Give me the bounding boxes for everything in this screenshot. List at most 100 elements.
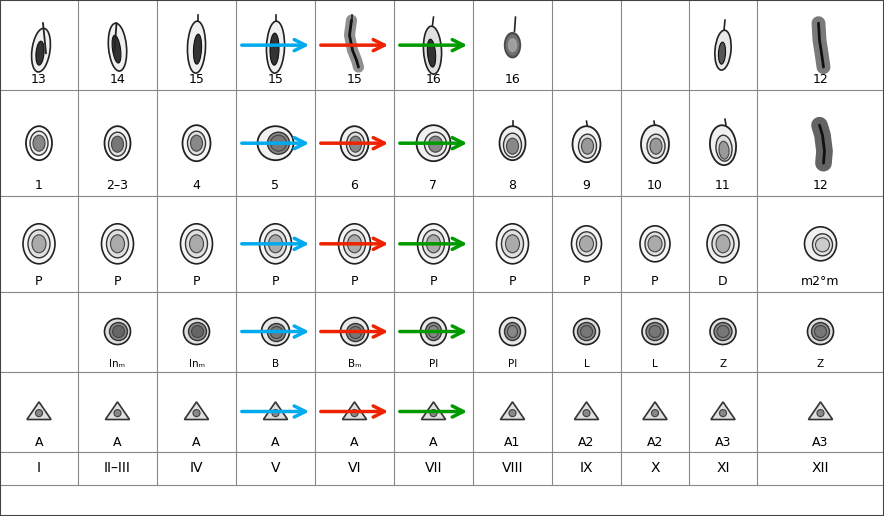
- Text: 4: 4: [193, 179, 201, 192]
- Ellipse shape: [347, 324, 364, 342]
- Ellipse shape: [270, 33, 279, 65]
- Polygon shape: [342, 402, 367, 420]
- Text: Pl: Pl: [429, 359, 438, 368]
- Ellipse shape: [340, 126, 369, 160]
- Text: A2: A2: [647, 436, 663, 448]
- Ellipse shape: [421, 317, 446, 346]
- Text: Z: Z: [817, 359, 824, 368]
- Ellipse shape: [423, 26, 442, 74]
- Text: 14: 14: [110, 73, 126, 86]
- Circle shape: [430, 410, 437, 416]
- Ellipse shape: [499, 126, 525, 160]
- Text: 1: 1: [35, 179, 43, 192]
- Polygon shape: [643, 402, 667, 420]
- Ellipse shape: [192, 326, 203, 337]
- Text: Inₘ: Inₘ: [188, 359, 204, 368]
- Ellipse shape: [582, 138, 593, 154]
- Ellipse shape: [507, 326, 517, 337]
- Text: Inₘ: Inₘ: [110, 359, 126, 368]
- Ellipse shape: [715, 30, 731, 70]
- Ellipse shape: [260, 224, 292, 264]
- Ellipse shape: [425, 322, 441, 341]
- Text: XI: XI: [716, 461, 730, 475]
- Text: P: P: [430, 275, 438, 287]
- Ellipse shape: [26, 126, 52, 160]
- Ellipse shape: [344, 230, 365, 258]
- Text: X: X: [651, 461, 659, 475]
- Ellipse shape: [506, 235, 520, 253]
- Ellipse shape: [111, 136, 124, 152]
- Ellipse shape: [649, 326, 661, 337]
- Text: 15: 15: [188, 73, 204, 86]
- Ellipse shape: [190, 135, 202, 151]
- Text: D: D: [718, 275, 728, 287]
- Ellipse shape: [504, 133, 522, 157]
- Ellipse shape: [645, 232, 665, 256]
- Circle shape: [193, 410, 200, 416]
- Ellipse shape: [347, 132, 364, 156]
- Ellipse shape: [349, 327, 362, 338]
- Ellipse shape: [33, 135, 45, 151]
- Text: L: L: [583, 359, 590, 368]
- Ellipse shape: [804, 227, 836, 261]
- Text: 13: 13: [31, 73, 47, 86]
- Ellipse shape: [814, 326, 827, 337]
- Ellipse shape: [104, 126, 131, 160]
- Text: Bₘ: Bₘ: [347, 359, 362, 368]
- Text: 16: 16: [425, 73, 441, 86]
- Polygon shape: [808, 402, 833, 420]
- Ellipse shape: [429, 326, 438, 337]
- Ellipse shape: [576, 232, 597, 256]
- Ellipse shape: [104, 318, 131, 345]
- Text: VII: VII: [424, 461, 442, 475]
- Text: P: P: [271, 275, 279, 287]
- Text: P: P: [193, 275, 201, 287]
- Ellipse shape: [23, 224, 55, 264]
- Text: IX: IX: [580, 461, 593, 475]
- Ellipse shape: [816, 238, 829, 252]
- Text: VIII: VIII: [502, 461, 523, 475]
- Text: 6: 6: [351, 179, 358, 192]
- Polygon shape: [422, 402, 446, 420]
- Ellipse shape: [716, 135, 732, 161]
- Text: 15: 15: [347, 73, 362, 86]
- Ellipse shape: [647, 134, 665, 158]
- Text: II–III: II–III: [104, 461, 131, 475]
- Polygon shape: [508, 39, 516, 52]
- Ellipse shape: [429, 136, 443, 152]
- Ellipse shape: [182, 125, 210, 161]
- Ellipse shape: [102, 224, 133, 264]
- Text: 9: 9: [583, 179, 591, 192]
- Text: 15: 15: [268, 73, 284, 86]
- Ellipse shape: [712, 231, 734, 257]
- Ellipse shape: [266, 21, 285, 73]
- Ellipse shape: [580, 236, 593, 252]
- Ellipse shape: [32, 28, 50, 72]
- Ellipse shape: [110, 322, 127, 341]
- Polygon shape: [500, 402, 524, 420]
- Ellipse shape: [184, 318, 210, 345]
- Ellipse shape: [262, 317, 289, 346]
- Ellipse shape: [710, 125, 736, 165]
- Text: B: B: [272, 359, 279, 368]
- Text: A: A: [271, 436, 279, 448]
- Polygon shape: [27, 402, 51, 420]
- Ellipse shape: [180, 224, 212, 264]
- Text: P: P: [583, 275, 591, 287]
- Text: P: P: [351, 275, 358, 287]
- Ellipse shape: [417, 224, 449, 264]
- Text: A: A: [350, 436, 359, 448]
- Ellipse shape: [641, 125, 669, 163]
- Ellipse shape: [257, 126, 293, 160]
- Ellipse shape: [571, 226, 601, 262]
- Text: Pl: Pl: [508, 359, 517, 368]
- Text: P: P: [509, 275, 516, 287]
- Text: V: V: [271, 461, 280, 475]
- Ellipse shape: [717, 326, 729, 337]
- Circle shape: [817, 410, 824, 416]
- Ellipse shape: [578, 134, 597, 158]
- Text: P: P: [652, 275, 659, 287]
- Polygon shape: [711, 402, 735, 420]
- Ellipse shape: [812, 234, 833, 256]
- Ellipse shape: [719, 42, 726, 64]
